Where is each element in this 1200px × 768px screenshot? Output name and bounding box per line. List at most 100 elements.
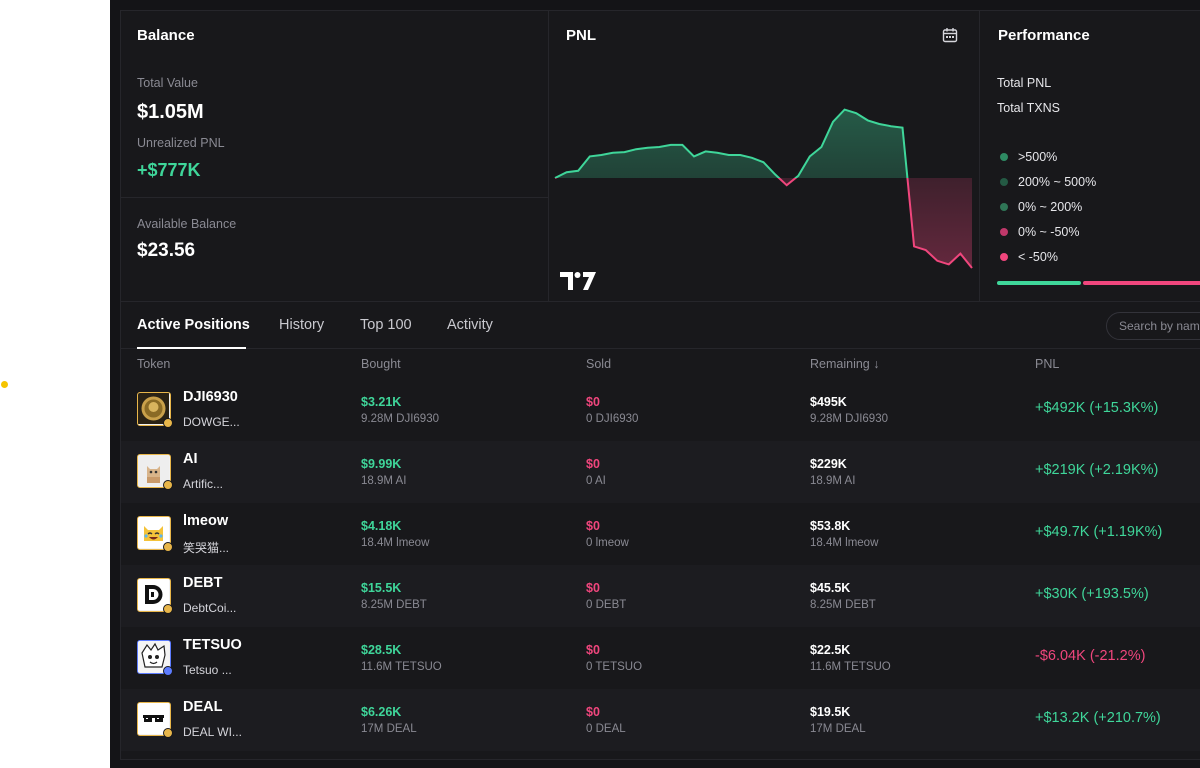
header-sold[interactable]: Sold bbox=[586, 357, 612, 371]
tab-history[interactable]: History bbox=[279, 317, 325, 333]
tab-activity[interactable]: Activity bbox=[447, 317, 493, 333]
token-name: DOWGE... bbox=[183, 415, 240, 429]
token-name: DebtCoi... bbox=[183, 601, 237, 615]
token-name: DEAL WI... bbox=[183, 725, 242, 739]
token-symbol[interactable]: TETSUO bbox=[183, 637, 242, 653]
legend-item: 0% ~ 200% bbox=[1000, 200, 1082, 214]
balance-divider bbox=[121, 197, 549, 198]
token-symbol[interactable]: DEBT bbox=[183, 575, 223, 591]
remaining-value: $53.8K bbox=[810, 519, 851, 533]
table-row[interactable]: AI Artific... $9.99K 18.9M AI $0 0 AI $2… bbox=[121, 441, 1200, 503]
unrealized-pnl-value: +$777K bbox=[137, 160, 201, 180]
balance-panel: Balance Total Value $1.05M Unrealized PN… bbox=[121, 11, 549, 301]
bought-value: $3.21K bbox=[361, 395, 402, 409]
token-name: 笑哭猫... bbox=[183, 541, 230, 555]
page-margin bbox=[0, 0, 110, 768]
pnl-value: +$13.2K (+210.7%) bbox=[1035, 710, 1161, 726]
total-txns-label: Total TXNS bbox=[997, 101, 1060, 115]
legend-label: < -50% bbox=[1018, 250, 1058, 264]
header-remaining[interactable]: Remaining ↓ bbox=[810, 357, 880, 371]
remaining-amount: 17M DEAL bbox=[810, 723, 866, 735]
token-name: Artific... bbox=[183, 477, 224, 491]
performance-bar-positive bbox=[997, 281, 1081, 285]
token-badge-icon bbox=[163, 480, 173, 490]
pnl-area-negative bbox=[555, 178, 972, 268]
total-value: $1.05M bbox=[137, 101, 204, 123]
pnl-line-positive bbox=[554, 108, 909, 178]
total-value-label: Total Value bbox=[137, 76, 198, 90]
token-badge-icon bbox=[163, 728, 173, 738]
active-tab-underline bbox=[137, 347, 246, 349]
sold-value: $0 bbox=[586, 643, 600, 657]
legend-label: >500% bbox=[1018, 150, 1058, 164]
bought-amount: 11.6M TETSUO bbox=[361, 661, 442, 673]
remaining-amount: 9.28M DJI6930 bbox=[810, 413, 888, 425]
remaining-value: $495K bbox=[810, 395, 847, 409]
indicator-dot bbox=[1, 381, 8, 388]
search-input[interactable]: Search by name bbox=[1106, 312, 1200, 340]
token-symbol[interactable]: AI bbox=[183, 451, 198, 467]
pnl-value: +$30K (+193.5%) bbox=[1035, 586, 1149, 602]
pnl-value: +$49.7K (+1.19K%) bbox=[1035, 524, 1163, 540]
remaining-amount: 11.6M TETSUO bbox=[810, 661, 891, 673]
bought-amount: 18.4M lmeow bbox=[361, 537, 430, 549]
header-bought[interactable]: Bought bbox=[361, 357, 401, 371]
legend-item: >500% bbox=[1000, 150, 1057, 164]
legend-dot-icon bbox=[1000, 178, 1008, 186]
available-balance-value: $23.56 bbox=[137, 240, 196, 261]
sold-value: $0 bbox=[586, 705, 600, 719]
table-row[interactable]: DJI6930 DOWGE... $3.21K 9.28M DJI6930 $0… bbox=[121, 379, 1200, 441]
sold-amount: 0 lmeow bbox=[586, 537, 629, 549]
pnl-panel: PNL bbox=[549, 11, 980, 301]
sold-value: $0 bbox=[586, 395, 600, 409]
debt-logo-icon bbox=[137, 578, 171, 612]
bought-amount: 8.25M DEBT bbox=[361, 599, 427, 611]
tab-top-100[interactable]: Top 100 bbox=[360, 317, 412, 333]
bought-value: $15.5K bbox=[361, 581, 402, 595]
table-header: Token Bought Sold Remaining ↓ PNL bbox=[121, 349, 1200, 379]
remaining-value: $229K bbox=[810, 457, 847, 471]
pnl-title: PNL bbox=[566, 27, 596, 44]
bought-value: $28.5K bbox=[361, 643, 402, 657]
bought-amount: 9.28M DJI6930 bbox=[361, 413, 439, 425]
table-row[interactable]: lmeow 笑哭猫... $4.18K 18.4M lmeow $0 0 lme… bbox=[121, 503, 1200, 565]
token-symbol[interactable]: DJI6930 bbox=[183, 389, 238, 405]
token-badge-icon bbox=[163, 418, 173, 428]
sold-amount: 0 DJI6930 bbox=[586, 413, 639, 425]
legend-item: 200% ~ 500% bbox=[1000, 175, 1096, 189]
remaining-value: $22.5K bbox=[810, 643, 851, 657]
bought-value: $6.26K bbox=[361, 705, 402, 719]
remaining-amount: 18.9M AI bbox=[810, 475, 856, 487]
tradingview-logo bbox=[560, 272, 596, 290]
pnl-value: +$219K (+2.19K%) bbox=[1035, 462, 1159, 478]
performance-title: Performance bbox=[998, 27, 1090, 44]
sold-amount: 0 DEBT bbox=[586, 599, 627, 611]
bought-value: $9.99K bbox=[361, 457, 402, 471]
legend-item: < -50% bbox=[1000, 250, 1058, 264]
remaining-amount: 8.25M DEBT bbox=[810, 599, 876, 611]
remaining-value: $19.5K bbox=[810, 705, 851, 719]
token-symbol[interactable]: lmeow bbox=[183, 513, 229, 529]
legend-dot-icon bbox=[1000, 253, 1008, 261]
unrealized-pnl-label: Unrealized PNL bbox=[137, 136, 225, 150]
table-row[interactable]: DEBT DebtCoi... $15.5K 8.25M DEBT $0 0 D… bbox=[121, 565, 1200, 627]
legend-label: 0% ~ 200% bbox=[1018, 200, 1083, 214]
pnl-area-chart bbox=[554, 108, 973, 269]
legend-label: 0% ~ -50% bbox=[1018, 225, 1080, 239]
legend-label: 200% ~ 500% bbox=[1018, 175, 1097, 189]
available-balance-label: Available Balance bbox=[137, 217, 237, 231]
sold-value: $0 bbox=[586, 519, 600, 533]
bought-amount: 18.9M AI bbox=[361, 475, 407, 487]
token-badge-icon bbox=[163, 542, 173, 552]
remaining-amount: 18.4M lmeow bbox=[810, 537, 879, 549]
table-row[interactable]: DEAL DEAL WI... $6.26K 17M DEAL $0 0 DEA… bbox=[121, 689, 1200, 751]
pnl-value: -$6.04K (-21.2%) bbox=[1035, 648, 1146, 664]
pnl-line-negative bbox=[555, 178, 973, 269]
tab-active-positions[interactable]: Active Positions bbox=[137, 317, 250, 333]
header-token[interactable]: Token bbox=[137, 357, 171, 371]
doge-coin-icon bbox=[137, 392, 171, 426]
header-pnl[interactable]: PNL bbox=[1035, 357, 1060, 371]
calendar-icon[interactable] bbox=[942, 27, 958, 43]
table-row[interactable]: TETSUO Tetsuo ... $28.5K 11.6M TETSUO $0… bbox=[121, 627, 1200, 689]
token-symbol[interactable]: DEAL bbox=[183, 699, 223, 715]
